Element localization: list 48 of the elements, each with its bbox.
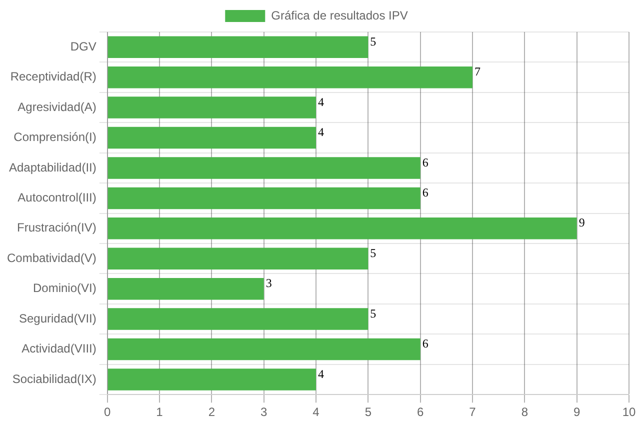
x-tick-label: 8 xyxy=(521,405,528,420)
data-label: 5 xyxy=(370,246,376,260)
bar xyxy=(108,96,316,118)
x-tick-label: 9 xyxy=(573,405,580,420)
y-tick-label: Actividad(VIII) xyxy=(22,342,96,356)
data-label: 7 xyxy=(474,64,481,79)
bar xyxy=(108,126,316,149)
data-label: 4 xyxy=(318,94,324,109)
data-label: 4 xyxy=(318,125,324,140)
bar xyxy=(108,218,577,240)
data-label: 6 xyxy=(422,336,428,351)
y-tick-label: DGV xyxy=(70,39,96,54)
legend-label: Gráfica de resultados IPV xyxy=(271,8,408,22)
bar xyxy=(108,278,264,300)
data-label: 3 xyxy=(266,276,272,290)
x-tick-label: 5 xyxy=(364,405,372,420)
data-label: 9 xyxy=(578,216,585,230)
y-tick-label: Adaptabilidad(II) xyxy=(8,160,96,174)
y-tick-label: Agresividad(A) xyxy=(18,100,96,114)
x-tick-label: 0 xyxy=(104,405,112,420)
data-label: 5 xyxy=(370,306,376,320)
x-tick-label: 2 xyxy=(208,405,216,420)
x-tick-label: 7 xyxy=(469,405,476,420)
x-tick-label: 4 xyxy=(312,405,320,420)
y-tick-label: Autocontrol(III) xyxy=(18,190,96,205)
bar xyxy=(108,308,368,330)
bar xyxy=(108,338,420,360)
data-label: 5 xyxy=(370,34,376,48)
x-tick-label: 3 xyxy=(260,405,268,420)
bar xyxy=(108,187,420,210)
x-tick-label: 6 xyxy=(417,405,424,420)
data-label: 6 xyxy=(422,185,428,200)
data-label: 6 xyxy=(422,155,428,170)
y-tick-label: Comprensión(I) xyxy=(14,130,96,144)
bar xyxy=(108,157,420,179)
y-tick-label: Dominio(VI) xyxy=(33,281,96,296)
y-tick-label: Receptividad(R) xyxy=(10,70,96,84)
y-tick-label: Sociabilidad(IX) xyxy=(12,372,96,386)
y-tick-label: Seguridad(VII) xyxy=(18,311,96,326)
data-label: 4 xyxy=(318,366,324,381)
y-tick-label: Combatividad(V) xyxy=(6,250,96,265)
bar xyxy=(108,66,473,88)
x-tick-label: 1 xyxy=(156,405,164,420)
bar xyxy=(108,248,368,270)
bar xyxy=(108,36,368,58)
y-tick-label: Frustración(IV) xyxy=(17,220,96,235)
x-tick-label: 10 xyxy=(622,405,636,420)
bar xyxy=(108,368,316,390)
